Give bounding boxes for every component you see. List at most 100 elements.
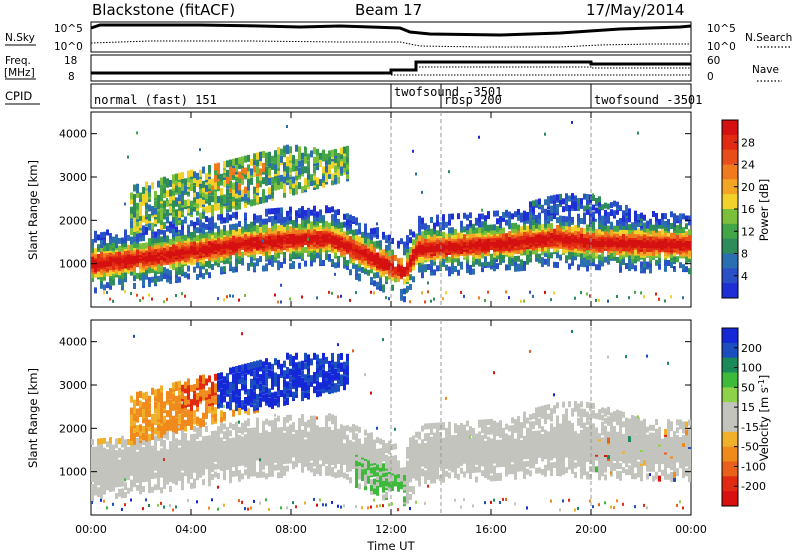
power-echo-cell	[178, 261, 181, 268]
power-echo-cell	[331, 219, 334, 226]
power-echo-cell	[136, 235, 139, 242]
velocity-echo-cell	[160, 440, 163, 447]
power-echo-cell	[409, 229, 412, 236]
power-echo-cell	[238, 171, 241, 179]
power-echo-cell	[277, 147, 280, 155]
power-echo-cell	[139, 243, 142, 250]
velocity-echo-cell	[169, 485, 172, 492]
power-echo-cell	[337, 255, 340, 262]
power-echo-cell	[397, 262, 400, 269]
power-echo-cell	[220, 188, 223, 196]
velocity-echo-cell	[154, 413, 157, 421]
power-echo-cell	[427, 252, 430, 259]
power-echo-cell	[103, 231, 106, 238]
power-echo-cell	[658, 246, 661, 253]
velocity-echo-cell	[103, 457, 106, 464]
power-echo-cell	[595, 264, 598, 271]
power-echo-cell	[322, 180, 325, 188]
power-echo-cell	[547, 221, 550, 228]
power-echo-cell	[478, 248, 481, 255]
power-echo-cell	[337, 176, 340, 184]
power-echo-cell	[346, 263, 349, 270]
power-speckle	[682, 296, 684, 300]
power-speckle	[442, 258, 444, 262]
power-echo-cell	[235, 186, 238, 194]
velocity-echo-cell	[151, 473, 154, 480]
power-echo-cell	[400, 257, 403, 264]
power-echo-cell	[310, 221, 313, 228]
power-echo-cell	[559, 242, 562, 249]
power-echo-cell	[313, 248, 316, 255]
power-echo-cell	[163, 247, 166, 254]
power-echo-cell	[166, 225, 169, 232]
power-echo-cell	[103, 270, 106, 277]
power-echo-cell	[91, 272, 94, 279]
power-echo-cell	[298, 223, 301, 230]
velocity-echo-cell	[148, 419, 151, 427]
power-echo-cell	[133, 194, 136, 202]
velocity-speckle	[130, 498, 132, 502]
velocity-echo-cell	[184, 386, 187, 394]
power-echo-cell	[430, 259, 433, 266]
power-echo-cell	[178, 194, 181, 202]
power-echo-cell	[241, 194, 244, 202]
power-echo-cell	[136, 272, 139, 279]
velocity-echo-cell	[118, 447, 121, 454]
power-echo-cell	[280, 211, 283, 218]
power-echo-cell	[160, 275, 163, 282]
velocity-speckle	[160, 501, 162, 505]
velocity-echo-cell	[181, 484, 184, 491]
power-echo-cell	[229, 173, 232, 181]
power-echo-cell	[118, 269, 121, 276]
power-echo-cell	[286, 222, 289, 229]
power-echo-cell	[346, 228, 349, 235]
power-echo-cell	[304, 166, 307, 174]
y-tick-label: 1000	[59, 258, 87, 271]
power-echo-cell	[403, 296, 406, 303]
velocity-speckle	[178, 425, 180, 429]
power-echo-cell	[355, 217, 358, 224]
power-echo-cell	[523, 264, 526, 271]
power-echo-cell	[178, 208, 181, 216]
power-echo-cell	[196, 201, 199, 209]
power-echo-cell	[325, 165, 328, 173]
power-echo-cell	[358, 236, 361, 243]
velocity-echo-cell	[193, 417, 196, 425]
velocity-speckle	[112, 502, 114, 506]
power-echo-cell	[331, 149, 334, 157]
power-echo-cell	[232, 182, 235, 190]
power-echo-cell	[409, 274, 412, 281]
power-echo-cell	[496, 249, 499, 256]
nave-upper-trace	[416, 66, 691, 69]
power-echo-cell	[154, 207, 157, 215]
power-echo-cell	[301, 247, 304, 254]
power-echo-cell	[181, 176, 184, 184]
velocity-echo-cell	[97, 454, 100, 461]
power-echo-cell	[349, 236, 352, 243]
velocity-echo-cell	[160, 402, 163, 410]
power-echo-cell	[325, 254, 328, 261]
power-echo-cell	[226, 174, 229, 182]
power-echo-cell	[664, 220, 667, 227]
velocity-echo-cell	[115, 493, 118, 500]
power-echo-cell	[289, 206, 292, 213]
power-echo-cell	[532, 248, 535, 255]
velocity-echo-cell	[136, 451, 139, 458]
velocity-echo-cell	[169, 446, 172, 453]
power-echo-cell	[472, 227, 475, 234]
velocity-echo-cell	[154, 418, 157, 426]
power-speckle	[478, 135, 480, 139]
power-echo-cell	[292, 181, 295, 189]
power-echo-cell	[286, 210, 289, 217]
power-echo-cell	[628, 257, 631, 264]
power-speckle	[415, 172, 417, 176]
power-echo-cell	[172, 181, 175, 189]
power-echo-cell	[586, 249, 589, 256]
power-echo-cell	[211, 215, 214, 222]
power-echo-cell	[247, 164, 250, 172]
power-echo-cell	[313, 217, 316, 224]
power-echo-cell	[181, 258, 184, 265]
power-echo-cell	[418, 235, 421, 242]
velocity-echo-cell	[94, 456, 97, 463]
